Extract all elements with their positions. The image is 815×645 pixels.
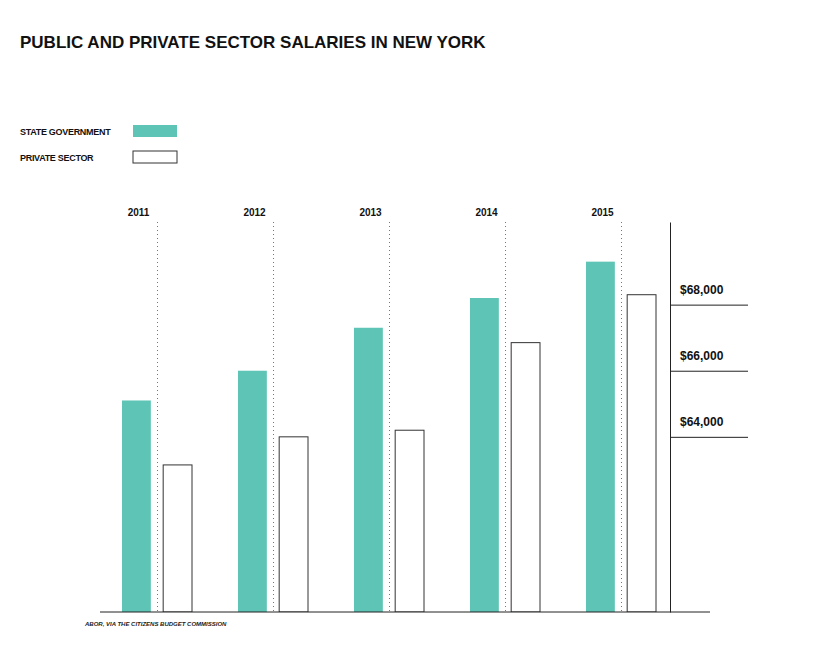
category-separator bbox=[389, 222, 390, 612]
legend: STATE GOVERNMENT PRIVATE SECTOR bbox=[20, 125, 177, 163]
bar bbox=[122, 400, 151, 612]
legend-swatch bbox=[133, 125, 177, 137]
source: ABOR, VIA THE CITIZENS BUDGET COMMISSION bbox=[84, 621, 227, 627]
bar bbox=[395, 430, 424, 612]
legend-label: PRIVATE SECTOR bbox=[20, 153, 94, 163]
legend-swatch bbox=[133, 151, 177, 163]
y-axis-line bbox=[670, 223, 671, 613]
category-separator bbox=[157, 222, 158, 612]
y-tick-line bbox=[670, 305, 748, 306]
category-separator bbox=[505, 222, 506, 612]
y-axis: $64,000 $66,000 $68,000 bbox=[670, 223, 748, 613]
legend-label: STATE GOVERNMENT bbox=[20, 127, 111, 137]
y-tick-line bbox=[670, 371, 748, 372]
bar bbox=[279, 437, 308, 612]
x-tick-label: 2014 bbox=[475, 207, 498, 218]
x-tick-label: 2015 bbox=[591, 207, 614, 218]
y-tick-label: $68,000 bbox=[680, 283, 724, 297]
x-tick-label: 2013 bbox=[359, 207, 382, 218]
x-tick-label: 2011 bbox=[128, 207, 150, 218]
y-tick: $68,000 bbox=[670, 283, 748, 305]
y-tick-label: $66,000 bbox=[680, 349, 724, 363]
bars bbox=[122, 262, 656, 612]
category-separator bbox=[621, 222, 622, 612]
title: PUBLIC AND PRIVATE SECTOR SALARIES IN NE… bbox=[20, 33, 486, 52]
bar bbox=[163, 465, 192, 612]
y-tick: $64,000 bbox=[670, 415, 748, 437]
y-tick-label: $64,000 bbox=[680, 415, 724, 429]
bar bbox=[586, 262, 615, 612]
y-tick: $66,000 bbox=[670, 349, 748, 371]
bar bbox=[511, 343, 540, 612]
bar bbox=[354, 328, 383, 612]
category-separator bbox=[273, 222, 274, 612]
x-axis: 2011 2012 2013 2014 2015 bbox=[128, 207, 622, 612]
bar bbox=[470, 298, 499, 612]
y-tick-line bbox=[670, 437, 748, 438]
bar bbox=[238, 371, 267, 612]
chart: PUBLIC AND PRIVATE SECTOR SALARIES IN NE… bbox=[0, 0, 815, 645]
bar bbox=[627, 295, 656, 612]
x-tick-label: 2012 bbox=[243, 207, 266, 218]
baseline bbox=[100, 612, 710, 613]
